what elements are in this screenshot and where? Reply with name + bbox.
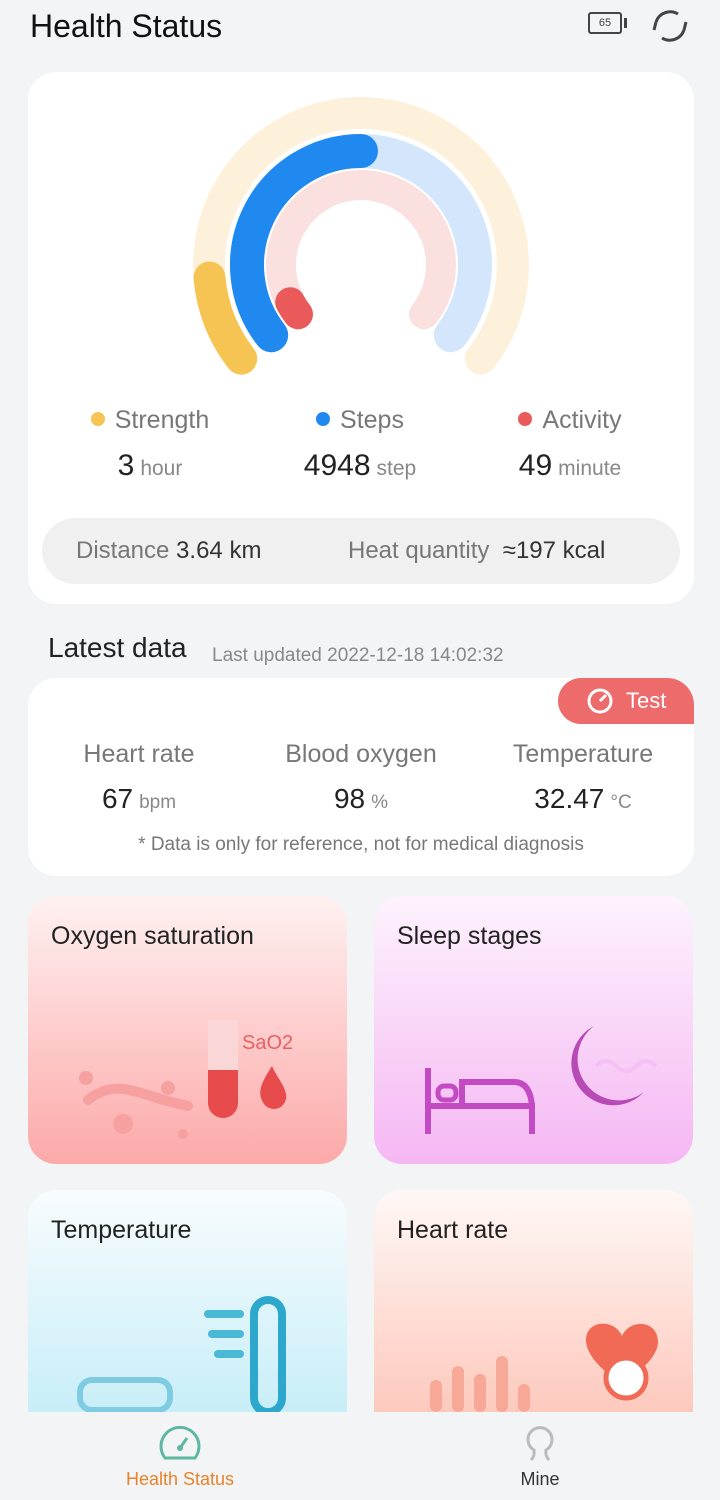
metric-blood-oxygen: Blood oxygen 98% bbox=[285, 740, 437, 814]
sao2-badge: SaO2 bbox=[242, 1032, 293, 1054]
steps-ring-progress bbox=[230, 134, 378, 353]
nav-mine[interactable]: Mine bbox=[440, 1424, 640, 1490]
stat-unit: hour bbox=[140, 457, 183, 480]
stat-value: 49 bbox=[518, 449, 553, 482]
stat-value: 3 bbox=[117, 449, 135, 482]
sync-icon[interactable] bbox=[650, 8, 690, 44]
blood-oxygen-illustration: SaO2 bbox=[79, 1020, 293, 1139]
page-title: Health Status bbox=[30, 8, 223, 44]
activity-dot bbox=[518, 412, 533, 426]
strength-ring-track bbox=[193, 97, 529, 375]
nav-health-status[interactable]: Health Status bbox=[80, 1424, 280, 1490]
test-label: Test bbox=[626, 688, 667, 713]
gauge-icon bbox=[587, 688, 613, 714]
strength-ring-progress bbox=[193, 261, 258, 375]
tile-heart-rate[interactable]: Heart rate bbox=[374, 1190, 693, 1412]
strength-dot bbox=[90, 412, 105, 426]
activity-rings bbox=[193, 97, 529, 375]
stat-value: 4948 bbox=[303, 449, 371, 482]
thermometer-illustration bbox=[77, 1296, 286, 1412]
tile-sleep-stages[interactable]: Sleep stages bbox=[374, 896, 693, 1164]
stat-unit: step bbox=[376, 457, 417, 480]
test-button[interactable]: Test bbox=[558, 678, 694, 724]
speedometer-icon bbox=[159, 1425, 201, 1460]
steps-dot bbox=[316, 412, 331, 426]
disclaimer: * Data is only for reference, not for me… bbox=[138, 834, 584, 855]
stat-activity: Activity 49 minute bbox=[460, 406, 680, 483]
stat-label: Activity bbox=[542, 406, 622, 434]
stat-strength: Strength 3 hour bbox=[40, 406, 260, 483]
distance-heat-bar: Distance 3.64 km Heat quantity ≈197 kcal bbox=[42, 518, 680, 584]
metric-heart-rate: Heart rate 67 bpm bbox=[83, 740, 195, 814]
stat-label: Steps bbox=[340, 406, 404, 434]
stat-unit: minute bbox=[558, 457, 622, 480]
heat-quantity: Heat quantity ≈197 kcal bbox=[348, 537, 606, 564]
stat-label: Strength bbox=[114, 406, 210, 434]
activity-summary-card[interactable]: Strength 3 hour Steps 4948 step Activity 49 mi… bbox=[28, 72, 694, 604]
activity-ring-track bbox=[266, 170, 456, 330]
latest-data-title: Latest data bbox=[48, 632, 187, 663]
activity-ring-progress bbox=[275, 287, 313, 330]
bottom-nav: Health Status Mine bbox=[0, 1412, 720, 1500]
heart-rate-illustration bbox=[430, 1323, 658, 1412]
latest-data-card: Test Heart rate 67 bpm Blood oxygen 98% Tem… bbox=[28, 678, 694, 876]
stat-steps: Steps 4948 step bbox=[250, 406, 470, 483]
bed-moon-illustration bbox=[425, 1026, 658, 1134]
tile-temperature[interactable]: Temperature bbox=[28, 1190, 347, 1412]
last-updated: Last updated 2022-12-18 14:02:32 bbox=[212, 645, 504, 666]
tile-oxygen-saturation[interactable]: Oxygen saturation SaO2 bbox=[28, 896, 347, 1164]
metric-temperature: Temperature 32.47 °C bbox=[512, 740, 654, 814]
distance: Distance 3.64 km bbox=[76, 537, 262, 564]
user-icon bbox=[526, 1426, 554, 1462]
battery-icon: 65 bbox=[588, 12, 627, 34]
